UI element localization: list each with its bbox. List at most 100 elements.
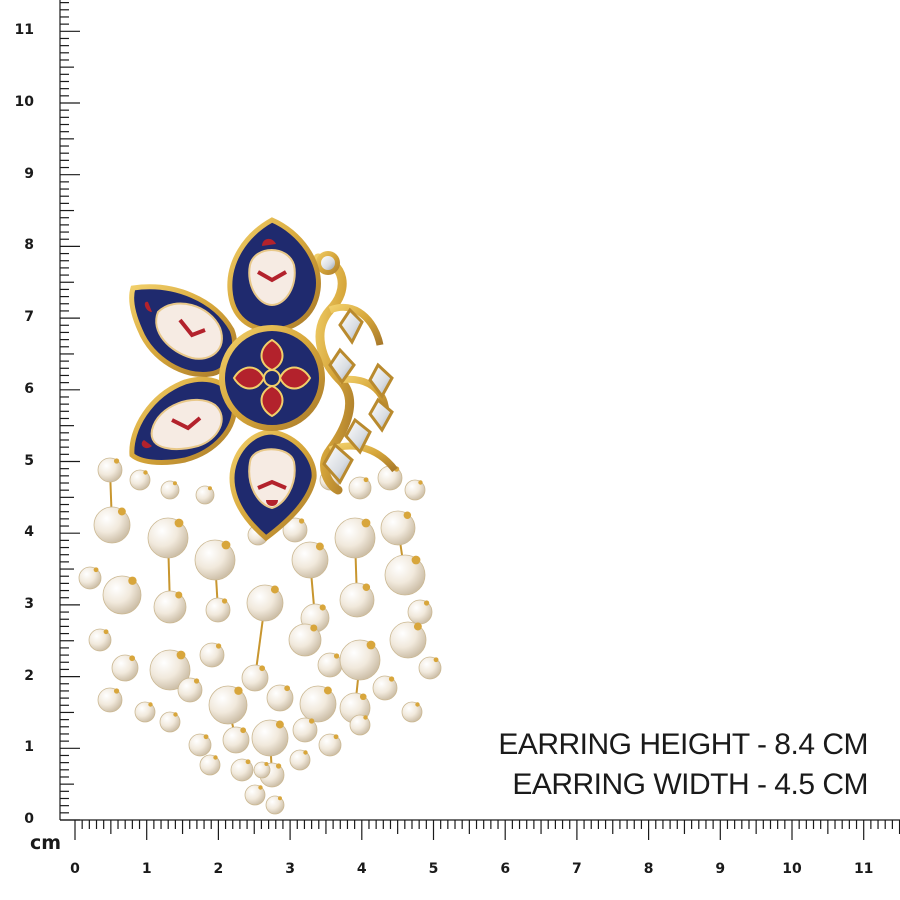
gold-bead [213, 755, 218, 760]
gold-bead [240, 727, 247, 734]
gold-bead [173, 712, 178, 717]
earring-width-text: EARRING WIDTH - 4.5 CM [512, 768, 868, 801]
gold-bead [362, 583, 371, 591]
pearl [401, 701, 423, 723]
pearl [266, 684, 294, 712]
horizontal-ruler-label: 9 [715, 861, 726, 877]
pearl [339, 639, 381, 681]
gold-bead [207, 486, 212, 491]
pearl [111, 654, 139, 682]
pearl [291, 541, 329, 579]
vertical-ruler-label: 11 [14, 22, 34, 39]
horizontal-ruler-label: 8 [643, 861, 654, 877]
pearl [88, 628, 112, 652]
horizontal-ruler-label: 5 [428, 861, 439, 877]
gold-bead [93, 567, 99, 573]
pearl [93, 506, 131, 544]
gold-bead [275, 763, 282, 769]
gold-bead [117, 507, 126, 516]
pearl [97, 687, 123, 713]
gold-bead [418, 480, 423, 485]
pearl [334, 517, 376, 559]
vertical-ruler-label: 5 [24, 452, 34, 469]
pearl [289, 749, 311, 771]
gold-bead [203, 734, 209, 740]
pearl [208, 685, 248, 725]
pearl [372, 675, 398, 701]
gold-bead [234, 686, 243, 695]
gold-bead [308, 718, 315, 724]
pearl [195, 485, 215, 505]
horizontal-ruler-label: 1 [141, 861, 152, 877]
gold-bead [175, 591, 183, 599]
pearl [339, 582, 375, 618]
gold-bead [143, 470, 148, 475]
pearl [282, 517, 308, 543]
vertical-ruler [59, 0, 80, 821]
pearl [349, 714, 371, 736]
pearl [102, 575, 142, 615]
pearl-cluster [78, 457, 442, 815]
pearl [194, 539, 236, 581]
vertical-ruler-label: 9 [24, 165, 34, 182]
gold-bead [319, 604, 326, 611]
gold-bead [423, 600, 430, 606]
gold-bead [415, 702, 420, 707]
gold-bead [284, 685, 291, 692]
vertical-ruler-label: 8 [24, 237, 34, 254]
vertical-ruler-label: 7 [24, 309, 34, 326]
gold-bead [413, 622, 422, 631]
earring-height-text: EARRING HEIGHT - 8.4 CM [498, 728, 868, 761]
pearl [222, 726, 250, 754]
pearl [265, 795, 285, 815]
pearl [177, 677, 203, 703]
pearl [380, 510, 416, 546]
vertical-ruler-label: 4 [24, 524, 34, 541]
pearl [299, 685, 337, 723]
earring-image [78, 217, 442, 815]
gold-bead [363, 715, 368, 720]
gold-bead [174, 518, 184, 528]
pearl [199, 642, 225, 668]
gold-bead [129, 655, 136, 662]
gold-bead [103, 629, 109, 635]
gold-bead [113, 688, 120, 694]
gold-bead [172, 481, 177, 486]
gold-bead [411, 555, 421, 565]
gold-bead [315, 542, 324, 551]
gold-bead [366, 640, 376, 650]
gold-bead [264, 762, 269, 766]
pearl [199, 754, 221, 776]
vertical-ruler-label: 1 [24, 739, 34, 756]
horizontal-ruler-label: 11 [853, 861, 874, 877]
gold-bead [113, 458, 120, 464]
horizontal-ruler-label: 4 [356, 861, 367, 877]
pearl [241, 664, 269, 692]
vertical-ruler-label: 2 [24, 667, 34, 684]
pearl [288, 623, 322, 657]
gold-bead [176, 650, 186, 660]
horizontal-ruler [60, 819, 900, 840]
gold-bead [323, 686, 332, 695]
horizontal-ruler-label: 3 [285, 861, 295, 877]
pearl [246, 584, 284, 622]
gold-bead [148, 702, 153, 707]
pearl [244, 784, 266, 806]
ruler-unit-label: cm [30, 832, 62, 854]
horizontal-ruler-label: 7 [572, 861, 582, 877]
pearl [129, 469, 151, 491]
gold-bead [221, 540, 231, 550]
pearl [384, 554, 426, 596]
pearl [292, 717, 318, 743]
gold-bead [275, 720, 284, 729]
gold-bead [359, 693, 367, 701]
pearl [418, 656, 442, 680]
horizontal-ruler-label: 0 [70, 861, 80, 877]
gold-bead [403, 511, 412, 519]
gold-bead [259, 665, 266, 672]
vertical-ruler-label: 6 [24, 380, 34, 397]
pearl [147, 517, 189, 559]
pearl [205, 597, 231, 623]
pearl [97, 457, 123, 483]
